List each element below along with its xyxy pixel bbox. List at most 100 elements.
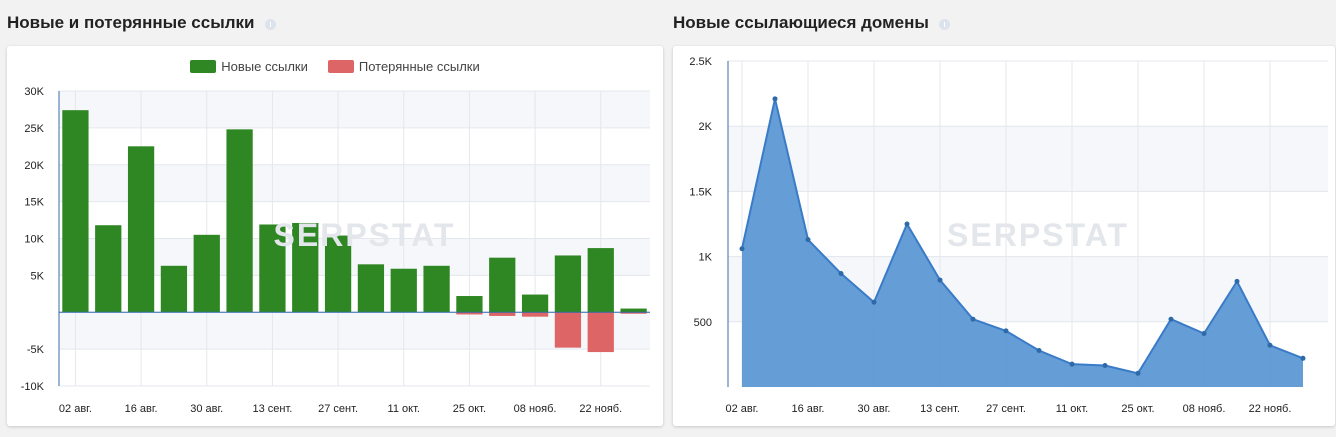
x-tick-label: 13 сент. xyxy=(920,403,960,415)
bar-new-links xyxy=(489,257,516,313)
data-point xyxy=(871,299,877,305)
grid-band xyxy=(728,126,1328,192)
data-point xyxy=(1267,342,1273,348)
right-panel-title: Новые ссылающиеся домены xyxy=(673,13,950,33)
data-point xyxy=(1102,362,1108,368)
bar-new-links xyxy=(357,264,385,313)
y-tick-label: 1.5K xyxy=(689,186,712,198)
x-tick-label: 08 нояб. xyxy=(514,403,557,415)
legend-label-new: Новые ссылки xyxy=(221,59,308,74)
legend-item-lost-links[interactable]: Потерянные ссылки xyxy=(327,59,480,74)
y-tick-label: 30K xyxy=(24,86,44,98)
y-tick-label: 25K xyxy=(24,123,44,135)
bar-lost-links xyxy=(489,312,516,316)
y-tick-label: 1K xyxy=(699,252,713,264)
y-tick-label: 500 xyxy=(694,317,712,329)
legend-label-lost: Потерянные ссылки xyxy=(358,59,480,74)
data-point xyxy=(1168,316,1174,322)
left-panel-title-text: Новые и потерянные ссылки xyxy=(7,13,255,32)
x-tick-label: 11 окт. xyxy=(1056,403,1088,415)
grid-band xyxy=(59,201,650,239)
grid-band xyxy=(728,61,1328,127)
watermark: SERPSTAT xyxy=(947,217,1129,253)
links-bar-chart: -10K -5K 5K 10K 15K 20K 25K 30K 02 авг. 16 авг. 30… xyxy=(21,86,650,415)
y-tick-label: 2K xyxy=(699,121,713,133)
bar-new-links xyxy=(62,110,89,313)
x-tick-label: 08 нояб. xyxy=(1183,403,1226,415)
bar-new-links xyxy=(193,234,220,313)
grid-band xyxy=(59,349,650,386)
data-point xyxy=(1201,331,1207,337)
bar-new-links xyxy=(160,265,188,313)
data-point xyxy=(1036,347,1042,353)
bar-new-links xyxy=(390,268,417,313)
bar-new-links xyxy=(620,308,647,313)
x-tick-label: 02 авг. xyxy=(726,403,759,415)
bar-lost-links xyxy=(521,312,549,317)
bar-lost-links xyxy=(456,312,483,315)
domains-area-chart: SERPSTAT 2.5K 2K 1.5K 1K 500 02 авг. 16 авг. 30 … xyxy=(689,56,1328,415)
bar-new-links xyxy=(587,248,614,313)
y-tick-label: -10K xyxy=(21,381,45,393)
bar-new-links xyxy=(95,225,122,313)
data-point xyxy=(1135,370,1141,376)
x-tick-label: 22 нояб. xyxy=(1249,403,1292,415)
data-point xyxy=(772,96,778,102)
grid-band xyxy=(59,91,650,128)
bar-new-links xyxy=(554,255,582,313)
y-tick-label: 2.5K xyxy=(689,56,712,68)
grid-band xyxy=(59,312,650,350)
bar-new-links xyxy=(521,294,549,313)
x-tick-label: 13 сент. xyxy=(252,403,292,415)
domains-chart-card: SERPSTAT 2.5K 2K 1.5K 1K 500 02 авг. 16 авг. 30 … xyxy=(673,46,1335,426)
data-point xyxy=(1234,278,1240,284)
bar-new-links xyxy=(456,296,483,313)
watermark: SERPSTAT xyxy=(274,217,456,253)
x-tick-label: 16 авг. xyxy=(792,403,825,415)
links-chart-card: -10K -5K 5K 10K 15K 20K 25K 30K 02 авг. 16 авг. 30… xyxy=(7,46,663,426)
x-tick-label: 11 окт. xyxy=(388,403,420,415)
y-tick-label: 15K xyxy=(24,197,44,209)
x-tick-label: 27 сент. xyxy=(986,403,1026,415)
info-icon[interactable] xyxy=(938,18,950,30)
x-tick-label: 02 авг. xyxy=(59,403,92,415)
bar-new-links xyxy=(226,129,253,313)
data-point xyxy=(838,271,844,277)
bar-new-links xyxy=(127,146,155,313)
x-tick-label: 30 авг. xyxy=(858,403,891,415)
grid-band xyxy=(59,127,650,165)
area-fill xyxy=(742,98,1303,387)
grid-band xyxy=(59,275,650,313)
bar-new-links xyxy=(292,223,319,313)
bar-lost-links xyxy=(587,312,614,353)
x-tick-label: 25 окт. xyxy=(453,403,486,415)
grid-band xyxy=(728,191,1328,257)
info-icon[interactable] xyxy=(264,18,276,30)
x-tick-label: 25 окт. xyxy=(1121,403,1154,415)
x-tick-label: 16 авг. xyxy=(125,403,158,415)
legend-item-new-links[interactable]: Новые ссылки xyxy=(190,59,308,74)
bar-new-links xyxy=(324,235,352,313)
grid-band xyxy=(59,238,650,276)
legend-swatch-lost xyxy=(327,60,354,73)
x-tick-label: 22 нояб. xyxy=(579,403,622,415)
data-point xyxy=(937,277,943,283)
y-tick-label: 20K xyxy=(24,160,44,172)
data-point xyxy=(739,246,745,252)
legend-swatch-new xyxy=(190,60,217,73)
chart-legend: Новые ссылки Потерянные ссылки xyxy=(7,59,663,74)
bar-new-links xyxy=(259,224,286,313)
bar-lost-links xyxy=(620,312,647,314)
data-point xyxy=(1003,328,1009,334)
right-panel-title-text: Новые ссылающиеся домены xyxy=(673,13,929,32)
area-line xyxy=(741,98,1304,375)
bar-new-links xyxy=(423,265,450,313)
bar-lost-links xyxy=(554,312,582,348)
data-point xyxy=(904,221,910,227)
data-point xyxy=(1069,361,1075,367)
x-tick-label: 27 сент. xyxy=(318,403,358,415)
left-panel-title: Новые и потерянные ссылки xyxy=(7,13,276,33)
y-tick-label: 5K xyxy=(31,270,45,282)
y-tick-label: 10K xyxy=(24,234,44,246)
data-point xyxy=(970,316,976,322)
